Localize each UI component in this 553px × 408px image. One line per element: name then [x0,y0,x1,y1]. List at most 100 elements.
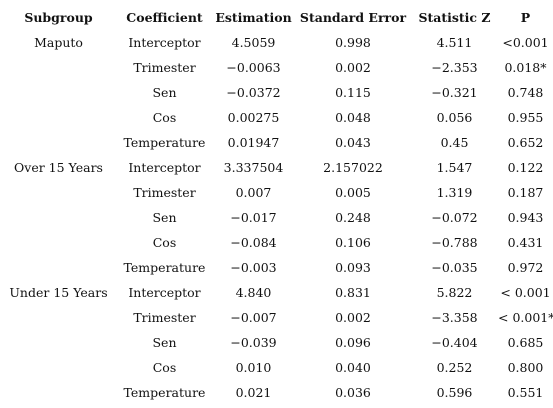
subgroup-cell: Over 15 Years [14,160,103,175]
standard-error-cell: 0.002 [335,310,371,325]
p-value-cell: 0.748 [507,85,544,100]
table-row: Temperature 0.021 0.036 0.596 0.551 [0,380,553,405]
statistic-z-cell: −2.353 [431,60,478,75]
coefficient-cell: Interceptor [128,160,201,175]
coefficient-cell: Cos [152,235,177,250]
standard-error-cell: 0.048 [335,110,371,125]
statistic-z-cell: −0.035 [431,260,478,275]
p-value-cell: 0.652 [507,135,544,150]
subgroup-cell [0,205,117,230]
coefficient-cell: Sen [152,335,177,350]
p-value-cell: < 0.001* [498,310,553,325]
subgroup-cell [0,105,117,130]
coefficient-cell: Temperature [123,385,206,400]
standard-error-cell: 0.093 [335,260,371,275]
estimation-cell: −0.003 [230,260,277,275]
estimation-cell: 4.840 [235,285,272,300]
subgroup-cell [0,180,117,205]
statistic-z-cell: −0.321 [431,85,478,100]
table-header: Subgroup Coefficient Estimation Standard… [0,4,553,30]
table-row: Temperature −0.003 0.093 −0.035 0.972 [0,255,553,280]
header-statistic-z: Statistic Z [418,9,491,25]
estimation-cell: −0.0372 [226,85,281,100]
estimation-cell: 0.00275 [227,110,280,125]
standard-error-cell: 0.831 [335,285,371,300]
coefficient-cell: Temperature [123,260,206,275]
p-value-cell: 0.187 [507,185,544,200]
statistic-z-cell: −0.404 [431,335,478,350]
subgroup-cell: Maputo [34,35,83,50]
estimation-cell: 0.007 [235,185,272,200]
subgroup-cell [0,305,117,330]
estimation-cell: −0.084 [230,235,277,250]
standard-error-cell: 0.106 [335,235,371,250]
table-row: Over 15 Years Interceptor 3.337504 2.157022… [0,155,553,180]
statistic-z-cell: 0.45 [440,135,469,150]
p-value-cell: <0.001 [502,35,549,50]
p-value-cell: 0.800 [507,360,544,375]
p-value-cell: 0.972 [507,260,544,275]
table-row: Sen −0.0372 0.115 −0.321 0.748 [0,80,553,105]
coefficient-cell: Interceptor [128,35,201,50]
subgroup-cell [0,330,117,355]
p-value-cell: 0.551 [507,385,544,400]
standard-error-cell: 0.096 [335,335,371,350]
table-row: Cos 0.00275 0.048 0.056 0.955 [0,105,553,130]
header-coefficient: Coefficient [126,9,203,25]
coefficient-cell: Cos [152,110,177,125]
estimation-cell: 4.5059 [231,35,276,50]
statistic-z-cell: 5.822 [436,285,473,300]
table-row: Trimester −0.007 0.002 −3.358 < 0.001* [0,305,553,330]
header-row: Subgroup Coefficient Estimation Standard… [0,4,553,30]
statistic-z-cell: 0.252 [436,360,473,375]
statistic-z-cell: −0.072 [431,210,478,225]
statistic-z-cell: −0.788 [431,235,478,250]
standard-error-cell: 0.040 [335,360,371,375]
standard-error-cell: 0.036 [335,385,371,400]
estimation-cell: 3.337504 [223,160,284,175]
header-estimation: Estimation [215,9,292,25]
coefficient-cell: Cos [152,360,177,375]
table-row: Trimester 0.007 0.005 1.319 0.187 [0,180,553,205]
table-row: Maputo Interceptor 4.5059 0.998 4.511 <0.001 [0,30,553,55]
table-row: Sen −0.039 0.096 −0.404 0.685 [0,330,553,355]
table-row: Sen −0.017 0.248 −0.072 0.943 [0,205,553,230]
estimation-cell: −0.039 [230,335,277,350]
subgroup-cell [0,230,117,255]
p-value-cell: 0.431 [507,235,544,250]
estimation-cell: 0.021 [235,385,272,400]
coefficient-cell: Temperature [123,135,206,150]
subgroup-cell [0,380,117,405]
p-value-cell: 0.018* [504,60,547,75]
coefficient-cell: Trimester [133,310,196,325]
table-row: Under 15 Years Interceptor 4.840 0.831 5.822… [0,280,553,305]
statistic-z-cell: 0.056 [436,110,473,125]
regression-results-table: Subgroup Coefficient Estimation Standard… [0,4,553,405]
standard-error-cell: 0.002 [335,60,371,75]
header-p-value: P [520,9,531,25]
p-value-cell: 0.122 [507,160,544,175]
p-value-cell: 0.685 [507,335,544,350]
coefficient-cell: Interceptor [128,285,201,300]
estimation-cell: −0.017 [230,210,277,225]
table-row: Temperature 0.01947 0.043 0.45 0.652 [0,130,553,155]
estimation-cell: 0.010 [235,360,272,375]
subgroup-cell [0,55,117,80]
subgroup-cell [0,255,117,280]
header-subgroup: Subgroup [24,9,93,25]
p-value-cell: 0.943 [507,210,544,225]
statistic-z-cell: −3.358 [431,310,478,325]
statistic-z-cell: 1.547 [436,160,473,175]
coefficient-cell: Trimester [133,60,196,75]
table-body: Maputo Interceptor 4.5059 0.998 4.511 <0.001 T… [0,30,553,405]
subgroup-cell: Under 15 Years [9,285,108,300]
statistic-z-cell: 0.596 [436,385,473,400]
p-value-cell: 0.955 [507,110,544,125]
standard-error-cell: 0.005 [335,185,371,200]
header-standard-error: Standard Error [299,9,407,25]
table-row: Cos −0.084 0.106 −0.788 0.431 [0,230,553,255]
subgroup-cell [0,355,117,380]
standard-error-cell: 0.115 [335,85,371,100]
table-row: Trimester −0.0063 0.002 −2.353 0.018* [0,55,553,80]
